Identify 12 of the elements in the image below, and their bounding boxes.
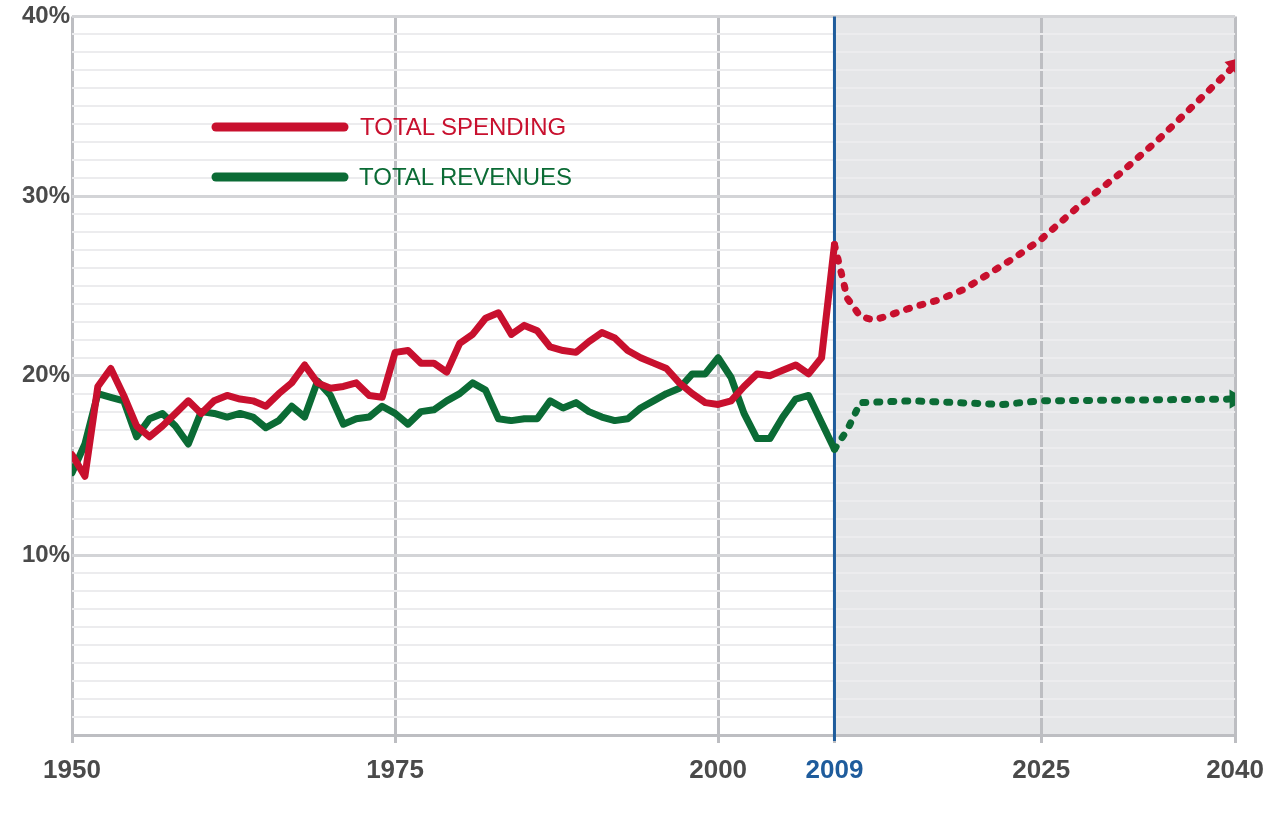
y-tick-label: 20% bbox=[21, 360, 70, 388]
y-tick-label: 40% bbox=[21, 1, 70, 29]
x-tick-label: 1950 bbox=[43, 753, 101, 784]
text: TOTAL SPENDING bbox=[360, 113, 567, 142]
x-tick-label: 2009 bbox=[805, 753, 864, 784]
x-tick-label: 2025 bbox=[1012, 753, 1071, 784]
y-tick-label: 30% bbox=[21, 180, 70, 208]
x-tick-label: 2000 bbox=[689, 753, 748, 784]
x-tick-label: 2040 bbox=[1206, 753, 1264, 784]
x-tick-label: 1975 bbox=[366, 753, 424, 784]
text: TOTAL REVENUES bbox=[359, 163, 572, 192]
y-tick-label: 10% bbox=[21, 539, 70, 567]
